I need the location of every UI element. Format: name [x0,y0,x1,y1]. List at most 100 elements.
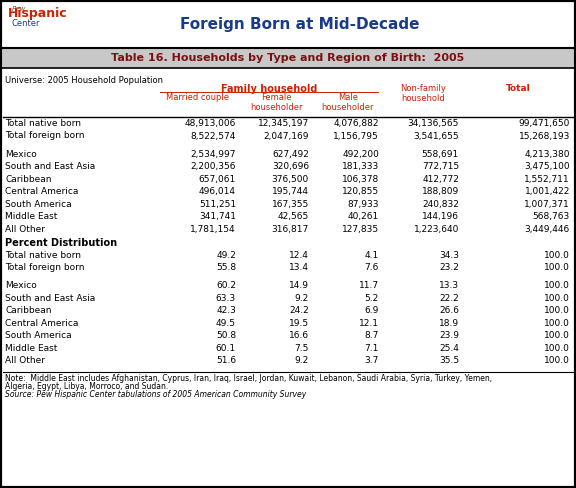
Text: Caribbean: Caribbean [5,306,51,315]
Text: Central America: Central America [5,187,78,196]
Text: 100.0: 100.0 [544,306,570,315]
Text: 188,809: 188,809 [422,187,459,196]
Text: 7.6: 7.6 [365,263,379,272]
Text: 106,378: 106,378 [342,175,379,183]
Text: 18.9: 18.9 [439,319,459,328]
Text: Table 16. Households by Type and Region of Birth:  2005: Table 16. Households by Type and Region … [111,53,465,63]
Text: 412,772: 412,772 [422,175,459,183]
Text: Total native born: Total native born [5,119,81,128]
Text: 316,817: 316,817 [272,224,309,234]
Text: 11.7: 11.7 [359,281,379,290]
Text: 1,001,422: 1,001,422 [525,187,570,196]
Text: 87,933: 87,933 [347,200,379,209]
Text: 23.2: 23.2 [439,263,459,272]
Text: 8,522,574: 8,522,574 [191,131,236,141]
Text: 100.0: 100.0 [544,356,570,365]
Text: 1,007,371: 1,007,371 [524,200,570,209]
Text: 320,696: 320,696 [272,162,309,171]
Text: 341,741: 341,741 [199,212,236,221]
Text: Male
householder: Male householder [322,93,374,112]
Text: 5.2: 5.2 [365,294,379,303]
Text: Married couple: Married couple [166,93,229,102]
Text: Algeria, Egypt, Libya, Morroco, and Sudan.: Algeria, Egypt, Libya, Morroco, and Suda… [5,382,168,391]
Text: 49.5: 49.5 [216,319,236,328]
Text: 181,333: 181,333 [342,162,379,171]
Text: Pew: Pew [12,6,26,12]
Text: 8.7: 8.7 [365,331,379,340]
Text: 167,355: 167,355 [272,200,309,209]
Text: 24.2: 24.2 [289,306,309,315]
Text: 7.1: 7.1 [365,344,379,353]
Text: 100.0: 100.0 [544,319,570,328]
Text: Female
householder: Female householder [250,93,303,112]
Text: 63.3: 63.3 [216,294,236,303]
Text: 511,251: 511,251 [199,200,236,209]
Text: 195,744: 195,744 [272,187,309,196]
Text: Source: Pew Hispanic Center tabulations of 2005 American Community Survey: Source: Pew Hispanic Center tabulations … [5,390,306,399]
Text: Universe: 2005 Household Population: Universe: 2005 Household Population [5,76,163,85]
Text: 100.0: 100.0 [544,344,570,353]
Text: 34.3: 34.3 [439,251,459,260]
Text: South America: South America [5,200,71,209]
Text: 9.2: 9.2 [295,294,309,303]
Text: 100.0: 100.0 [544,331,570,340]
Text: 1,156,795: 1,156,795 [334,131,379,141]
Text: Family household: Family household [221,84,317,94]
Text: 4.1: 4.1 [365,251,379,260]
Text: 3,541,655: 3,541,655 [414,131,459,141]
Text: 48,913,006: 48,913,006 [185,119,236,128]
Text: 22.2: 22.2 [439,294,459,303]
Text: 26.6: 26.6 [439,306,459,315]
Text: Caribbean: Caribbean [5,175,51,183]
Text: 12,345,197: 12,345,197 [257,119,309,128]
Text: Middle East: Middle East [5,212,58,221]
Text: 4,213,380: 4,213,380 [525,150,570,159]
Text: 25.4: 25.4 [439,344,459,353]
Text: 55.8: 55.8 [216,263,236,272]
Text: Foreign Born at Mid-Decade: Foreign Born at Mid-Decade [180,17,420,32]
Text: 15,268,193: 15,268,193 [518,131,570,141]
Text: Percent Distribution: Percent Distribution [5,238,117,248]
Text: 60.1: 60.1 [216,344,236,353]
Text: Center: Center [12,19,40,28]
Text: Total foreign born: Total foreign born [5,131,85,141]
Text: 2,047,169: 2,047,169 [263,131,309,141]
Text: 120,855: 120,855 [342,187,379,196]
Text: 240,832: 240,832 [422,200,459,209]
Text: 1,781,154: 1,781,154 [191,224,236,234]
Text: 3.7: 3.7 [365,356,379,365]
Text: Central America: Central America [5,319,78,328]
Text: 13.4: 13.4 [289,263,309,272]
Text: 144,196: 144,196 [422,212,459,221]
Text: 568,763: 568,763 [533,212,570,221]
Text: 100.0: 100.0 [544,294,570,303]
Text: 657,061: 657,061 [199,175,236,183]
Text: 496,014: 496,014 [199,187,236,196]
Bar [1,48,575,68]
Text: 51.6: 51.6 [216,356,236,365]
Text: 9.2: 9.2 [295,356,309,365]
Text: 49.2: 49.2 [216,251,236,260]
Text: 13.3: 13.3 [439,281,459,290]
Text: 60.2: 60.2 [216,281,236,290]
Text: 42.3: 42.3 [216,306,236,315]
Text: All Other: All Other [5,356,45,365]
Text: Total native born: Total native born [5,251,81,260]
Text: Note:  Middle East includes Afghanistan, Cyprus, Iran, Iraq, Israel, Jordan, Kuw: Note: Middle East includes Afghanistan, … [5,374,492,383]
Text: 2,534,997: 2,534,997 [191,150,236,159]
Text: South and East Asia: South and East Asia [5,162,95,171]
Text: 50.8: 50.8 [216,331,236,340]
Text: Non-family
household: Non-family household [400,84,446,103]
Text: 40,261: 40,261 [348,212,379,221]
Text: South and East Asia: South and East Asia [5,294,95,303]
Text: 23.9: 23.9 [439,331,459,340]
Text: 3,475,100: 3,475,100 [524,162,570,171]
Text: 376,500: 376,500 [272,175,309,183]
Text: 100.0: 100.0 [544,251,570,260]
Text: Mexico: Mexico [5,150,37,159]
Text: 6.9: 6.9 [365,306,379,315]
Text: 100.0: 100.0 [544,263,570,272]
Text: 99,471,650: 99,471,650 [518,119,570,128]
Text: 772,715: 772,715 [422,162,459,171]
Text: Total: Total [506,84,531,93]
